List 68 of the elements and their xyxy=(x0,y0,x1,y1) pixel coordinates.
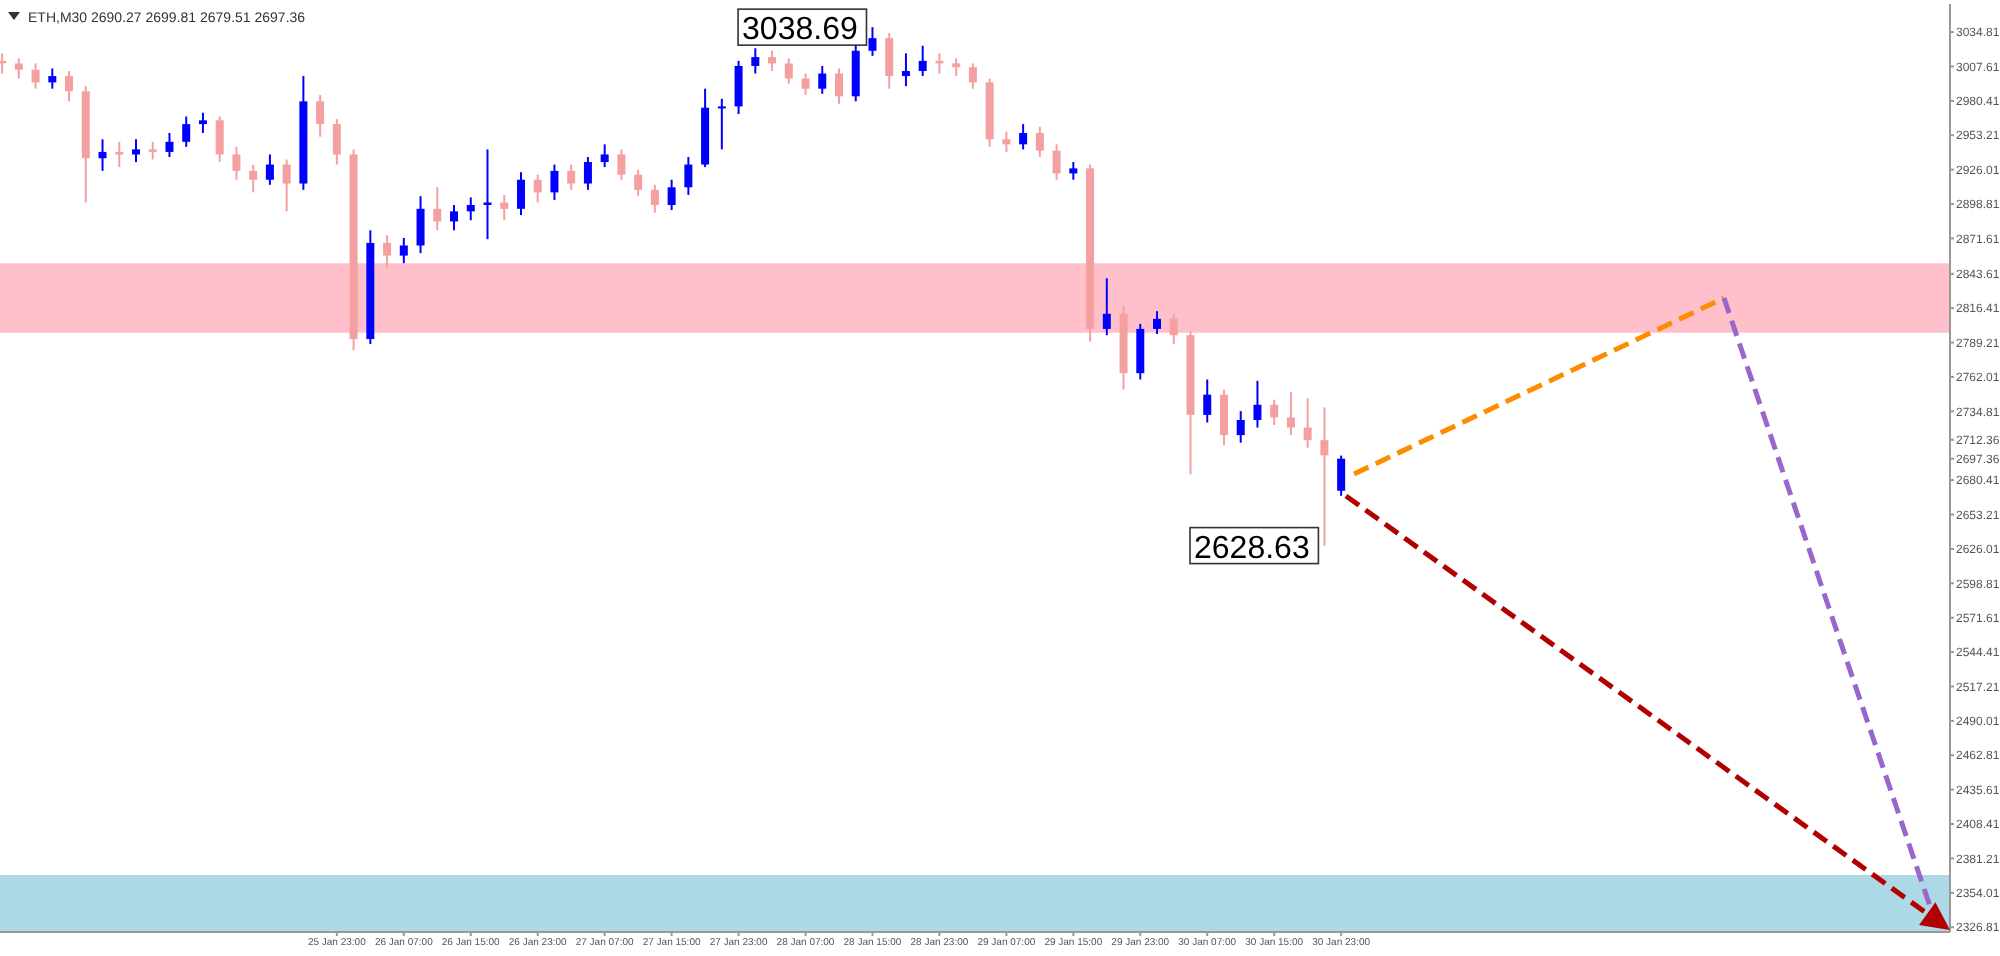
candlestick xyxy=(198,111,207,134)
candlestick xyxy=(399,236,408,265)
candlestick xyxy=(98,138,107,172)
candlestick xyxy=(483,148,492,241)
candlestick xyxy=(1169,312,1178,346)
candlestick xyxy=(550,163,559,201)
candlestick xyxy=(332,118,341,166)
candlestick xyxy=(265,153,274,186)
candlestick xyxy=(215,115,224,164)
candlestick xyxy=(1270,398,1279,427)
candlestick xyxy=(835,67,843,105)
annotation: 2628.63 xyxy=(1194,531,1310,566)
candlestick xyxy=(1035,125,1044,158)
candlestick xyxy=(567,163,576,191)
candlestick xyxy=(1102,277,1111,337)
candlestick xyxy=(1153,310,1162,335)
candlestick xyxy=(48,67,57,90)
candlestick xyxy=(1337,454,1346,497)
candlestick xyxy=(165,131,174,158)
candlestick xyxy=(533,173,542,204)
candlestick xyxy=(684,155,693,196)
candlestick xyxy=(901,52,910,88)
candlestick xyxy=(316,94,325,138)
candlestick xyxy=(885,32,894,90)
candlestick xyxy=(717,97,726,151)
candlestick xyxy=(249,163,258,194)
candlestick xyxy=(1019,123,1028,151)
candlestick xyxy=(132,138,140,164)
candlestick xyxy=(583,155,592,191)
candlestick xyxy=(1002,130,1011,153)
candlestick xyxy=(1236,410,1245,444)
candlestick xyxy=(667,178,676,212)
candlestick xyxy=(617,148,626,181)
candlestick xyxy=(784,57,793,85)
candlestick xyxy=(634,168,643,198)
candlestick xyxy=(14,57,23,80)
candlestick xyxy=(1136,322,1145,381)
candlestick xyxy=(968,62,977,90)
candlestick xyxy=(516,171,525,217)
candlestick xyxy=(433,186,442,232)
candlestick xyxy=(918,44,927,78)
candlestick xyxy=(450,204,459,232)
candlestick xyxy=(1203,378,1212,424)
annotation: 3038.69 xyxy=(742,13,858,48)
candlestick xyxy=(282,158,291,213)
candlestick xyxy=(1320,406,1329,547)
candlestick xyxy=(383,234,392,270)
candlestick xyxy=(768,49,777,73)
candlestick xyxy=(416,195,425,255)
candlestick xyxy=(1253,379,1262,429)
candlestick xyxy=(182,115,191,148)
candlestick xyxy=(31,62,40,90)
candlestick xyxy=(751,47,760,75)
candlestick xyxy=(818,64,827,95)
candlestick xyxy=(65,70,74,103)
candlestick xyxy=(1052,143,1061,181)
candlestick xyxy=(801,72,810,97)
candlestick xyxy=(466,196,475,222)
candlestick xyxy=(1286,391,1295,437)
candlestick xyxy=(650,183,659,214)
candlestick xyxy=(1303,397,1312,449)
candlestick xyxy=(851,44,860,103)
candlestick xyxy=(1219,388,1228,447)
candlestick xyxy=(500,193,509,222)
candlestick xyxy=(868,26,877,57)
candlestick xyxy=(600,143,609,169)
candlestick xyxy=(734,59,743,115)
candlestick xyxy=(232,145,241,181)
